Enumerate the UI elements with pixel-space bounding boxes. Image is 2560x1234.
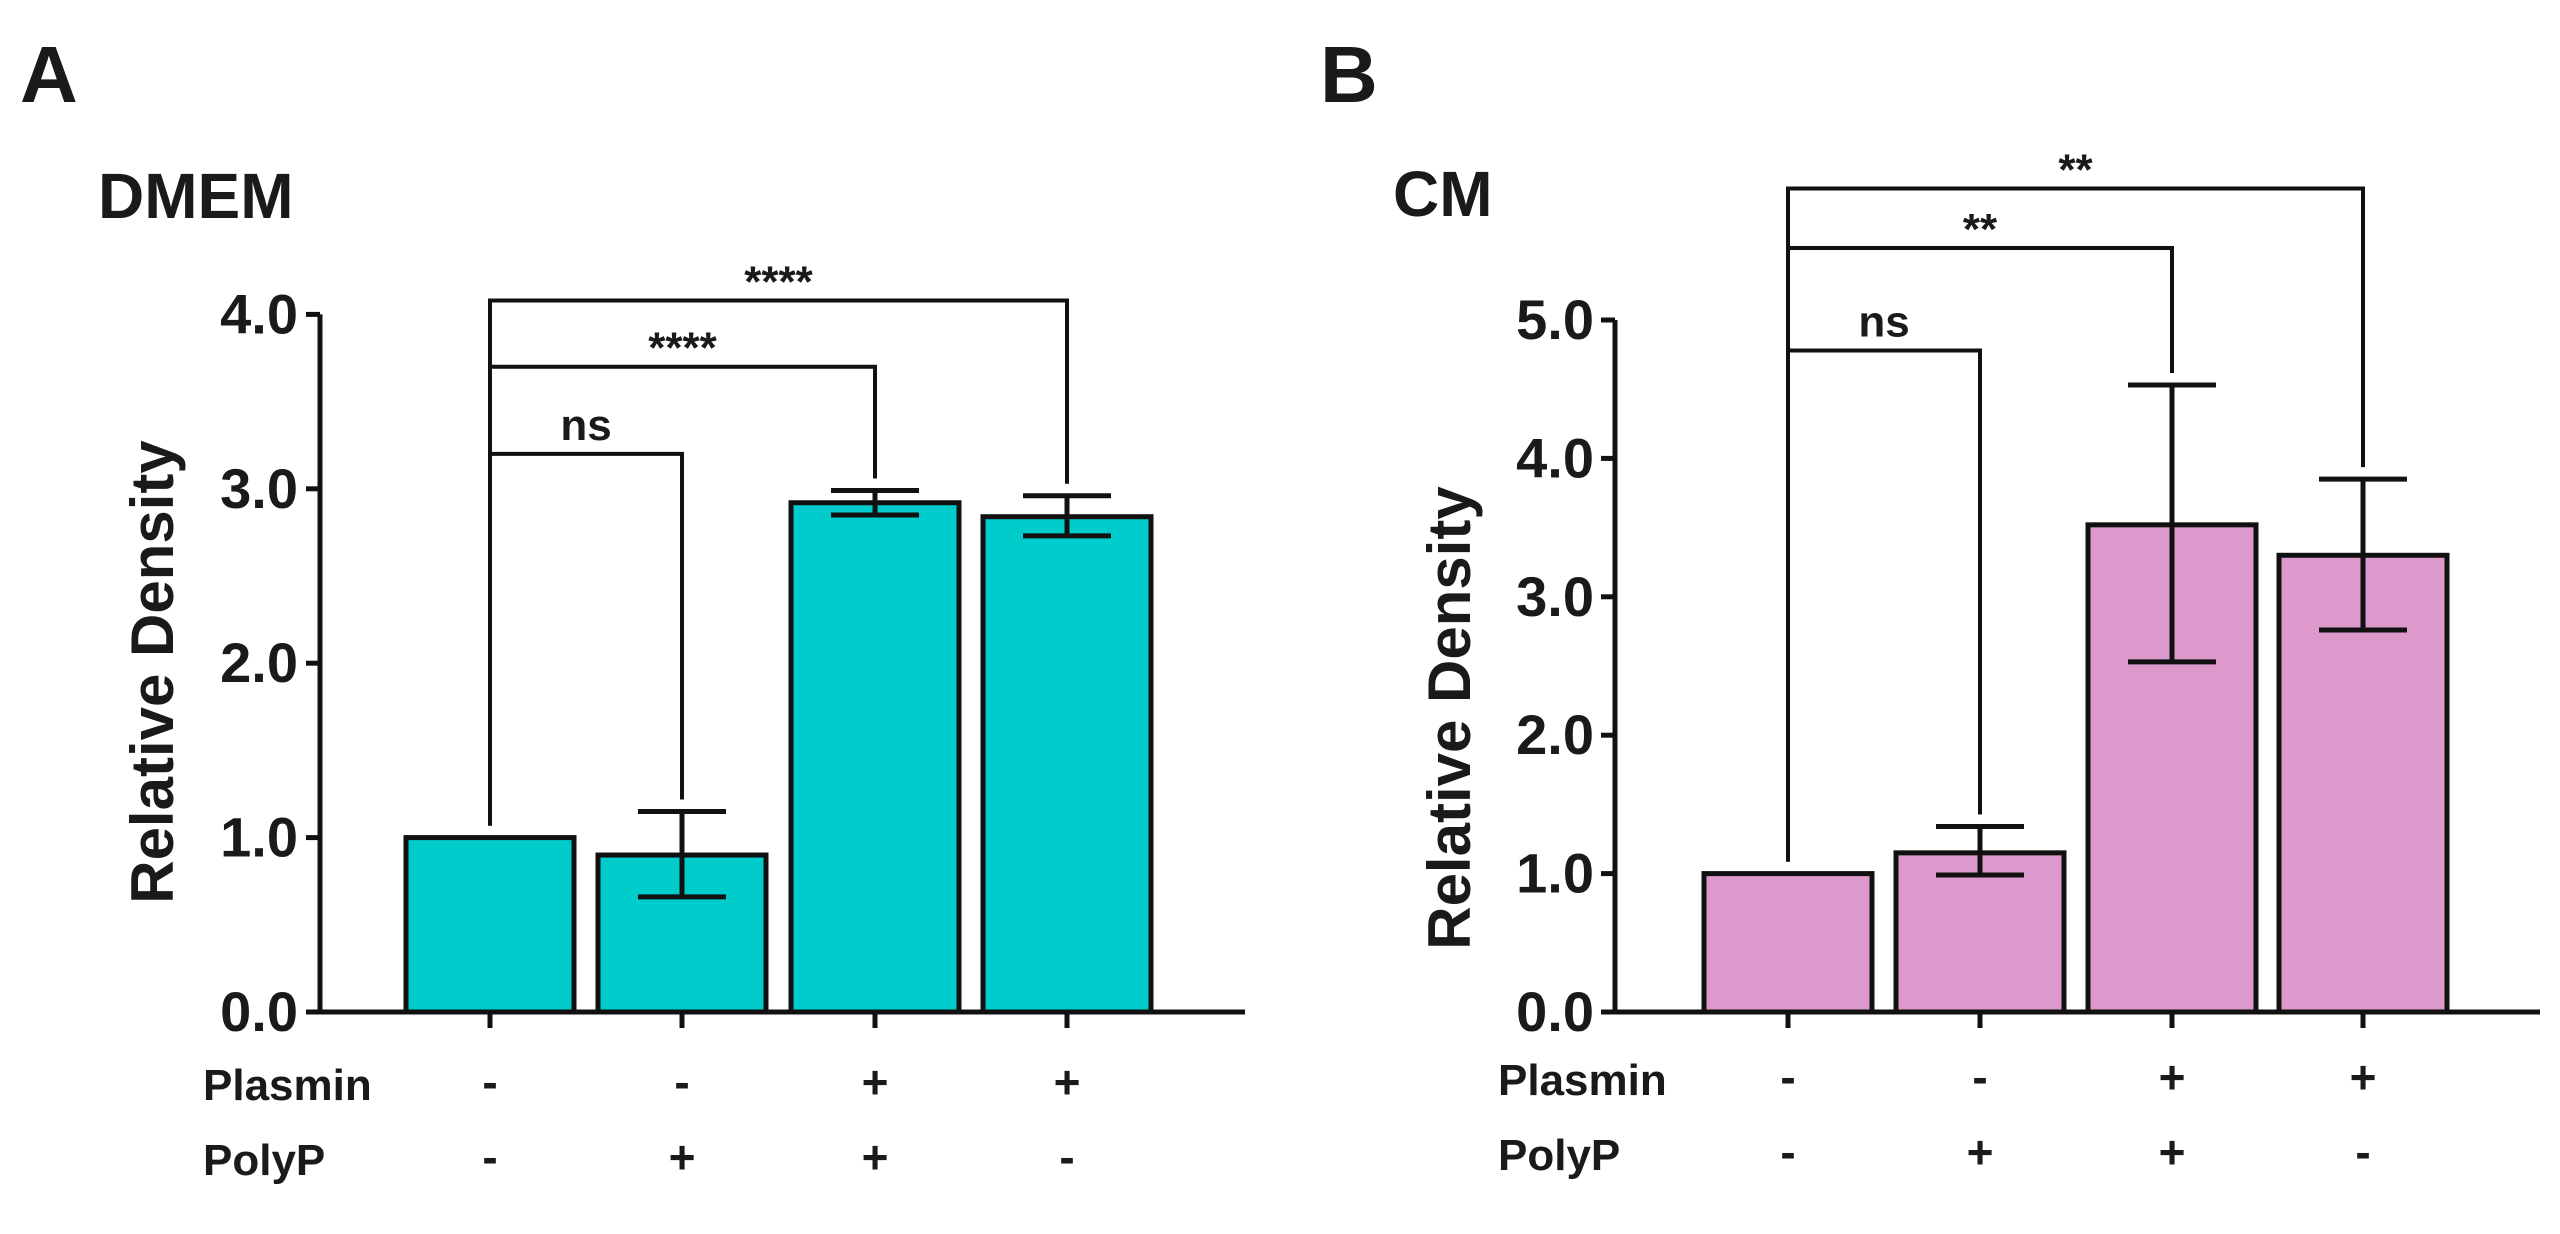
significance-label-1: ns — [1858, 297, 1909, 346]
condition-sign: + — [2350, 1051, 2377, 1103]
y-tick-label: 2.0 — [1516, 703, 1594, 766]
panel-a-plot: 0.0 1.0 2.0 3.0 4.0 Plasmin - - + + PolyP - + + - ns ***… — [203, 257, 1245, 1185]
condition-label-polyp: PolyP — [203, 1136, 325, 1185]
bar-3 — [788, 500, 962, 1015]
panel-b-y-axis-title: Relative Density — [1416, 486, 1483, 950]
panel-b: B CM Relative Density 0.0 1.0 2.0 3.0 4.0 5.0… — [1320, 30, 2540, 1180]
condition-sign: - — [482, 1131, 497, 1183]
condition-sign: - — [1780, 1051, 1795, 1103]
y-tick-label: 1.0 — [220, 806, 298, 869]
condition-sign: - — [482, 1056, 497, 1108]
y-tick-label: 3.0 — [1516, 565, 1594, 628]
y-tick-label: 5.0 — [1516, 288, 1594, 351]
significance-bracket-1 — [1786, 348, 1982, 862]
y-tick-label: 3.0 — [220, 457, 298, 520]
bar-1 — [1701, 871, 1875, 1015]
condition-label-plasmin: Plasmin — [1498, 1056, 1667, 1105]
bar-4 — [980, 514, 1154, 1015]
panel-letter-b: B — [1320, 30, 1378, 119]
condition-label-plasmin: Plasmin — [203, 1061, 372, 1110]
significance-label-3: **** — [744, 257, 813, 306]
y-tick-label: 1.0 — [1516, 842, 1594, 905]
condition-sign: + — [862, 1056, 889, 1108]
significance-label-2: **** — [648, 324, 717, 373]
y-tick-label: 0.0 — [220, 980, 298, 1043]
panel-b-title: CM — [1393, 158, 1493, 230]
significance-label-1: ns — [560, 401, 611, 450]
panel-letter-a: A — [20, 30, 78, 119]
bar-1 — [403, 835, 577, 1015]
y-tick-label: 2.0 — [220, 631, 298, 694]
significance-bracket-3 — [488, 298, 1069, 826]
significance-bracket-3 — [1786, 186, 2365, 862]
significance-bracket-1 — [488, 451, 684, 826]
condition-sign: + — [669, 1131, 696, 1183]
y-tick-label: 4.0 — [1516, 426, 1594, 489]
significance-label-3: ** — [2058, 146, 2093, 195]
condition-sign: + — [2159, 1126, 2186, 1178]
y-tick-label: 0.0 — [1516, 980, 1594, 1043]
condition-sign: - — [674, 1056, 689, 1108]
condition-sign: - — [1972, 1051, 1987, 1103]
condition-sign: + — [2159, 1051, 2186, 1103]
panel-a: A DMEM Relative Density 0.0 1.0 2.0 3.0 4.0 P… — [20, 30, 1245, 1185]
panel-b-plot: 0.0 1.0 2.0 3.0 4.0 5.0 Plasmin - - + + PolyP - + + - ns… — [1498, 146, 2540, 1180]
condition-sign: + — [1054, 1056, 1081, 1108]
panel-a-title: DMEM — [98, 160, 294, 232]
condition-sign: - — [2355, 1126, 2370, 1178]
condition-sign: - — [1780, 1126, 1795, 1178]
y-tick-label: 4.0 — [220, 282, 298, 345]
panel-a-y-axis-title: Relative Density — [119, 440, 186, 904]
condition-sign: + — [862, 1131, 889, 1183]
significance-label-2: ** — [1963, 205, 1998, 254]
condition-label-polyp: PolyP — [1498, 1131, 1620, 1180]
condition-sign: + — [1967, 1126, 1994, 1178]
condition-sign: - — [1059, 1131, 1074, 1183]
